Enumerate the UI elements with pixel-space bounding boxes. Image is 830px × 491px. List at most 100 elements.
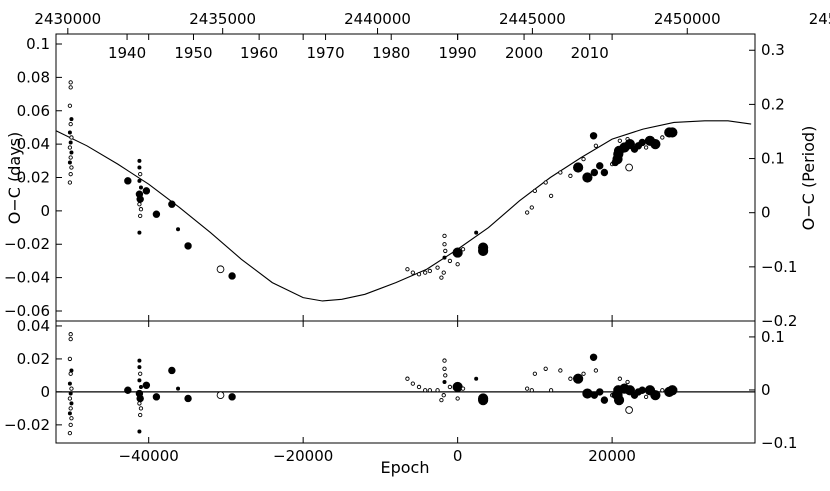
data-point-filled [184, 394, 192, 403]
year-tick-label: 1980 [372, 44, 410, 62]
data-point-filled [69, 150, 74, 155]
data-point-filled [138, 384, 143, 389]
data-point-open [524, 210, 530, 215]
data-point-filled [124, 386, 132, 394]
data-point-open [216, 265, 225, 274]
data-point-open [625, 406, 633, 414]
data-point-open [67, 103, 73, 108]
data-point-open [529, 205, 534, 210]
data-point-filled [667, 127, 678, 138]
data-point-open [405, 267, 410, 272]
data-point-open [625, 379, 630, 385]
data-point-open [558, 170, 563, 175]
year-tick-label: 1950 [174, 44, 212, 62]
y-axis-title-left: O−C (days) [5, 132, 24, 225]
data-point-filled [138, 185, 143, 190]
data-point-open [593, 368, 599, 373]
data-point-open [543, 180, 548, 185]
data-point-filled [228, 393, 236, 401]
data-point-filled [168, 366, 176, 375]
data-point-filled [638, 386, 646, 394]
data-point-open [69, 386, 74, 391]
axes-layer: −0.06−0.04−0.0200.020.040.060.080.1−0.2−… [4, 10, 830, 465]
y-tick-label-left: 0.04 [17, 135, 50, 153]
y-tick-label-left: −0.06 [4, 302, 50, 320]
data-point-filled [478, 242, 489, 253]
data-point-open [447, 258, 453, 264]
y-tick-label-left: 0.08 [17, 68, 50, 86]
data-point-filled [600, 168, 609, 177]
data-point-filled [184, 242, 192, 250]
y-tick-label-right: 0.3 [761, 41, 785, 59]
data-point-filled [136, 394, 144, 403]
data-point-filled [68, 391, 73, 396]
top-axis-tick-label: 2430000 [34, 10, 101, 28]
data-point-open [423, 388, 428, 393]
data-point-filled [582, 172, 593, 183]
data-point-open [441, 270, 446, 275]
data-point-filled [68, 140, 73, 145]
data-point-filled [137, 429, 142, 434]
data-point-open [558, 368, 563, 373]
year-tick-label: 2000 [505, 44, 543, 62]
data-point-open [581, 156, 586, 162]
data-point-open [625, 163, 633, 172]
data-point-filled [137, 378, 142, 383]
data-point-open [442, 242, 447, 247]
year-tick-label: 2010 [571, 44, 609, 62]
data-point-open [581, 371, 586, 376]
data-point-open [593, 143, 599, 148]
data-point-open [442, 233, 447, 239]
data-point-open [443, 373, 448, 378]
data-point-filled [152, 210, 161, 218]
data-point-filled [69, 117, 74, 122]
residuals-panel-content [56, 332, 755, 436]
y-tick-label-right: 0 [761, 204, 771, 222]
data-point-open [410, 381, 415, 386]
data-point-open [617, 138, 622, 143]
data-point-open [529, 388, 534, 393]
data-point-filled [590, 391, 599, 399]
data-point-open [68, 332, 73, 337]
data-point-open [660, 135, 665, 140]
data-point-filled [478, 393, 489, 404]
data-point-open [643, 145, 649, 150]
data-point-filled [124, 177, 132, 185]
y-tick-label-right: 0.2 [761, 95, 785, 113]
data-point-open [416, 272, 422, 277]
data-point-filled [137, 358, 142, 363]
data-point-filled [228, 272, 236, 280]
data-point-open [138, 207, 144, 212]
data-point-filled [442, 379, 447, 384]
data-point-filled [667, 385, 678, 396]
data-point-open [532, 188, 538, 193]
data-point-open [427, 268, 432, 274]
data-point-filled [137, 165, 142, 170]
year-tick-label: 1990 [439, 44, 477, 62]
data-point-open [68, 172, 73, 177]
y-tick-label-left: 0 [40, 202, 50, 220]
x-tick-label: −20000 [273, 447, 333, 465]
data-point-open [548, 193, 554, 199]
data-point-open [617, 376, 622, 381]
data-point-open [439, 275, 444, 280]
data-point-filled [67, 411, 72, 416]
data-point-filled [176, 227, 181, 232]
data-point-filled [600, 396, 609, 404]
y-tick-label-left: −0.02 [4, 235, 50, 253]
data-point-filled [67, 381, 72, 386]
data-point-filled [650, 139, 661, 150]
data-point-open [69, 165, 74, 170]
plot-layer [56, 80, 755, 436]
top-axis-tick-label: 2445000 [499, 10, 566, 28]
data-point-filled [69, 401, 74, 406]
data-point-filled [650, 390, 661, 401]
data-point-filled [142, 187, 151, 195]
data-point-open [435, 388, 440, 393]
y-tick-label-left: −0.04 [4, 269, 50, 287]
data-point-open [138, 213, 143, 219]
data-point-open [68, 121, 73, 127]
bottom-panel-frame [55, 320, 756, 444]
data-point-open [460, 247, 466, 252]
